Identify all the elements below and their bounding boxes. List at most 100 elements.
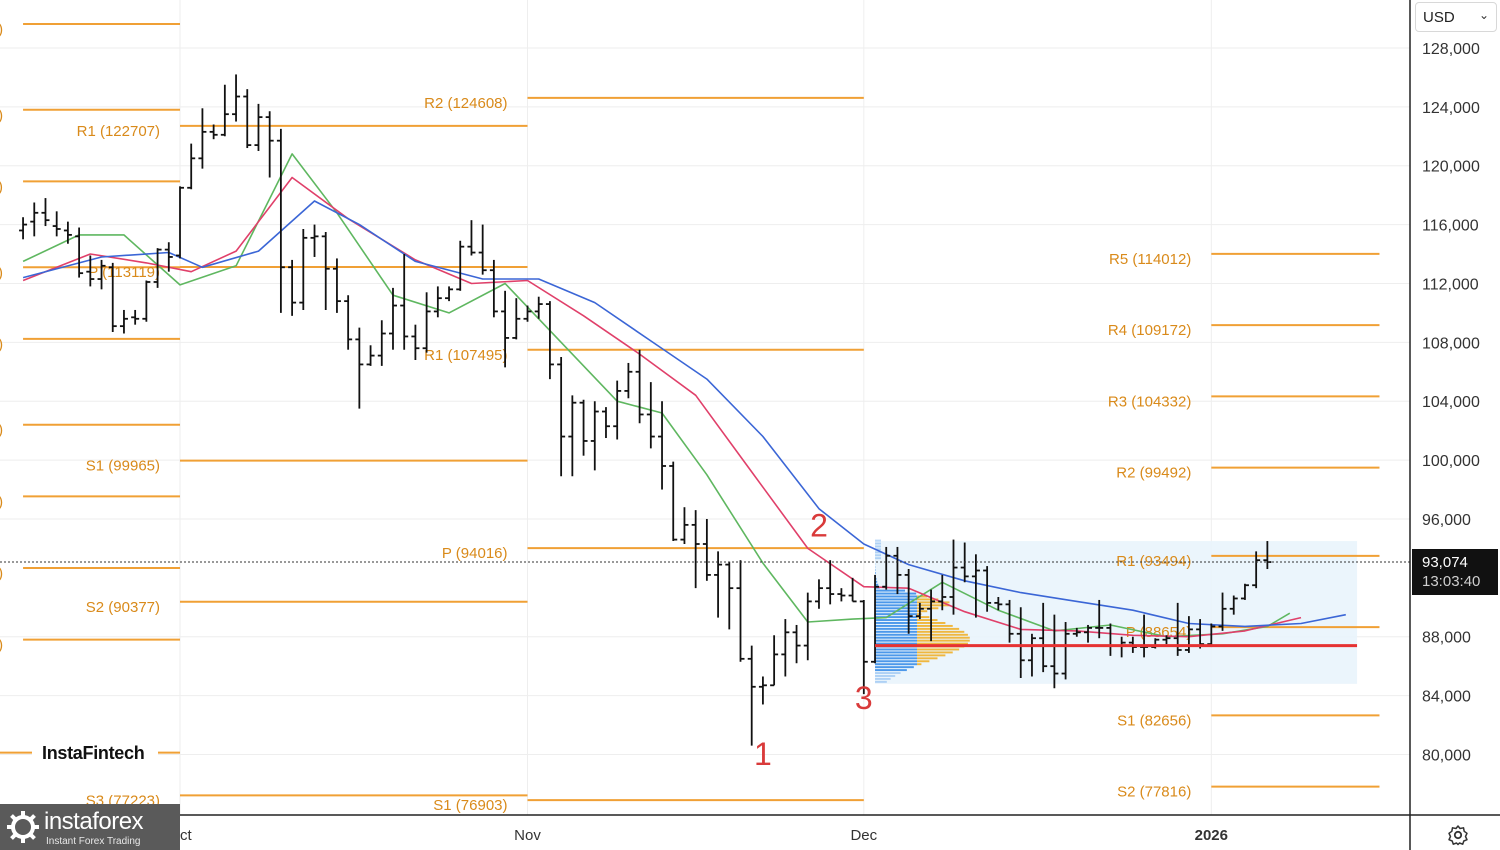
ohlc-bar (63, 221, 72, 244)
wave-labels: 1 2 3 (754, 508, 873, 772)
y-tick-label: 84,000 (1422, 689, 1471, 706)
pivot-label: R3 (129630) (0, 21, 3, 38)
ohlc-bar (837, 588, 846, 602)
y-axis-ticks: 128,000 124,000 120,000 116,000 112,000 108,0… (1422, 41, 1480, 765)
profile-bar-blue (875, 619, 918, 622)
brand-logo[interactable]: instaforex Instant Forex Trading (0, 804, 180, 850)
ohlc-bar (1162, 635, 1171, 645)
profile-bar-blue (875, 598, 918, 601)
ohlc-bar (19, 217, 28, 240)
pivot-label: R5 (114012) (1109, 251, 1191, 268)
ohlc-bar (624, 362, 633, 399)
ohlc-bar (814, 579, 823, 609)
profile-bar-blue (875, 616, 918, 619)
watermark: InstaFintech (32, 715, 158, 795)
ohlc-bar (927, 589, 936, 642)
pivot-label: S4 (92669) (0, 565, 3, 582)
ohlc-bar (220, 84, 229, 137)
profile-bar-blue (875, 657, 918, 660)
ohlc-bar (702, 518, 711, 581)
profile-bar-blue (875, 554, 882, 557)
pivot-label: R2 (124608) (424, 95, 507, 112)
y-tick-label: 120,000 (1422, 159, 1480, 176)
profile-bar-gold (917, 624, 953, 627)
ohlc-bar (758, 676, 767, 705)
ohlc-bar (691, 510, 700, 589)
volume-profile-area (875, 541, 1358, 684)
ohlc-bar (41, 198, 50, 227)
profile-bar-blue (875, 633, 918, 636)
ohlc-bar (86, 255, 95, 287)
profile-bar-blue (875, 592, 917, 595)
ohlc-bar (478, 224, 487, 275)
ohlc-bar (411, 324, 420, 361)
ohlc-bar (388, 287, 397, 350)
ohlc-bar (1039, 602, 1048, 673)
ma-sma_slow (22, 200, 1346, 628)
ohlc-bar (142, 280, 151, 322)
profile-bar-gold (917, 657, 938, 660)
ohlc-bar (770, 635, 779, 687)
ma-sma_fast (22, 153, 1291, 638)
ohlc-bar (915, 602, 924, 620)
pivot-label: P (113119) (88, 264, 160, 281)
profile-bar-blue (875, 557, 882, 560)
ohlc-bar (209, 124, 218, 140)
x-tick-label: Nov (514, 827, 541, 844)
profile-bar-gold (917, 648, 960, 651)
pivot-label: R1 (107495) (424, 347, 507, 364)
pivot-label: S2 (102403) (0, 422, 3, 439)
profile-bar-gold (917, 633, 968, 636)
ohlc-bar (859, 599, 868, 695)
pivot-label: S1 (76903) (433, 797, 507, 814)
ohlc-bar (1240, 583, 1249, 600)
pivot-label: P (113101) (0, 264, 3, 281)
ohlc-bar (299, 228, 308, 310)
currency-label: USD (1423, 9, 1455, 26)
logo-tagline: Instant Forex Trading (46, 836, 141, 847)
ohlc-bar (310, 224, 319, 257)
ohlc-bar (848, 577, 857, 603)
ohlc-bar (893, 546, 902, 595)
ohlc-bar (265, 111, 274, 178)
profile-bar-gold (917, 663, 922, 666)
ohlc-bar (1016, 607, 1025, 678)
pivot-levels: R3 (129630) R2 (123799) R1 (118932) P (1131… (0, 21, 1380, 814)
ohlc-bar (613, 380, 622, 440)
ohlc-bar (1229, 595, 1238, 615)
y-tick-label: 80,000 (1422, 748, 1471, 765)
profile-bar-blue (875, 601, 918, 604)
pivot-label: S5 (87802) (0, 637, 3, 654)
profile-bar-blue (875, 551, 882, 554)
profile-bar-gold (917, 598, 939, 601)
profile-bar-blue (875, 613, 918, 616)
ohlc-bar (232, 74, 241, 122)
ohlc-bar (164, 242, 173, 272)
ohlc-bar (445, 286, 454, 302)
ohlc-bar (658, 401, 667, 490)
profile-bar-gold (917, 654, 946, 657)
pivot-label: R1 (122707) (77, 123, 160, 140)
ohlc-bar (243, 89, 252, 149)
ohlc-bar (635, 349, 644, 424)
profile-bar-blue (875, 660, 918, 663)
pivot-label: S2 (77816) (1117, 784, 1191, 801)
profile-bar-gold (917, 619, 938, 622)
ohlc-bar (1218, 592, 1227, 631)
gear-icon[interactable] (1446, 823, 1470, 847)
ohlc-bar (433, 286, 442, 318)
pivot-label: S1 (82656) (1117, 712, 1191, 729)
ohlc-bar (680, 507, 689, 545)
pivot-label: R1 (93494) (1116, 553, 1191, 570)
y-tick-label: 128,000 (1422, 41, 1480, 58)
profile-bar-gold (917, 636, 970, 639)
profile-bar-blue (875, 624, 918, 627)
profile-bar-blue (875, 607, 918, 610)
currency-select[interactable]: USD ⌄ (1415, 2, 1497, 32)
profile-bar-blue (875, 630, 918, 633)
profile-bar-blue (875, 580, 878, 583)
pivot-label: R4 (109172) (1108, 322, 1191, 339)
profile-bar-blue (875, 622, 918, 624)
